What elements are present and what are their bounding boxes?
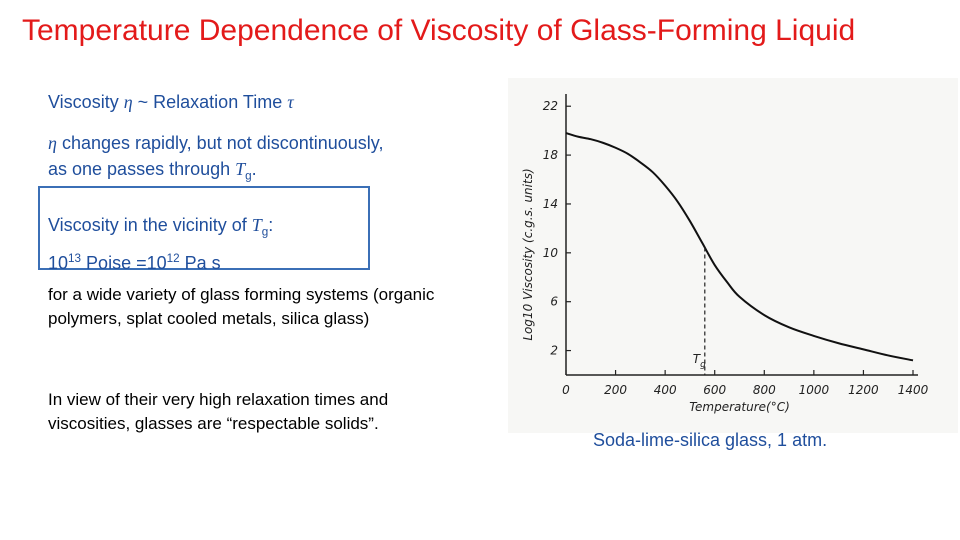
- chart-background: [508, 78, 958, 433]
- chart-axes: [565, 94, 918, 376]
- x-tick-label: 1400: [898, 383, 929, 397]
- page-title: Temperature Dependence of Viscosity of G…: [22, 14, 856, 47]
- x-tick-label: 400: [654, 383, 677, 397]
- tg-change-text: η changes rapidly, but not discontinuous…: [48, 133, 384, 183]
- tg-label: Tg: [693, 352, 706, 370]
- x-tick-label: 1200: [848, 383, 879, 397]
- x-tick-label: 1000: [799, 383, 830, 397]
- y-tick-label: 14: [543, 197, 558, 211]
- highlight-box: [38, 186, 370, 270]
- y-tick-label: 6: [550, 295, 558, 309]
- viscosity-chart: 0 200 400 600 800 1000 1200 1400 2 6 10 14 18 22 Tg T…: [508, 78, 958, 433]
- x-axis-label: Temperature(°C): [689, 400, 790, 414]
- viscosity-relaxation-line: Viscosity η ~ Relaxation Time τ: [48, 92, 294, 112]
- x-tick-label: 200: [604, 383, 627, 397]
- x-tick-label: 0: [562, 383, 570, 397]
- y-axis-label: Log10 Viscosity (c.g.s. units): [521, 168, 535, 340]
- y-tick-label: 18: [543, 148, 559, 162]
- respectable-solids-text: In view of their very high relaxation ti…: [48, 390, 389, 433]
- glass-systems-text: for a wide variety of glass forming syst…: [48, 285, 435, 328]
- y-tick-label: 22: [543, 99, 558, 113]
- figure-caption: Soda-lime-silica glass, 1 atm.: [593, 430, 828, 450]
- x-tick-label: 600: [703, 383, 726, 397]
- x-tick-label: 800: [753, 383, 776, 397]
- y-tick-label: 2: [550, 344, 558, 358]
- tg-viscosity-value: Viscosity in the vicinity of Tg: 1013 Poi…: [48, 215, 274, 273]
- chart-ticks: 0 200 400 600 800 1000 1200 1400 2 6 10 14 18 22: [543, 99, 929, 397]
- y-tick-label: 10: [543, 246, 559, 260]
- viscosity-curve: [565, 132, 914, 362]
- chart-svg: 0 200 400 600 800 1000 1200 1400 2 6 10 14 18 22 Tg T…: [508, 78, 958, 433]
